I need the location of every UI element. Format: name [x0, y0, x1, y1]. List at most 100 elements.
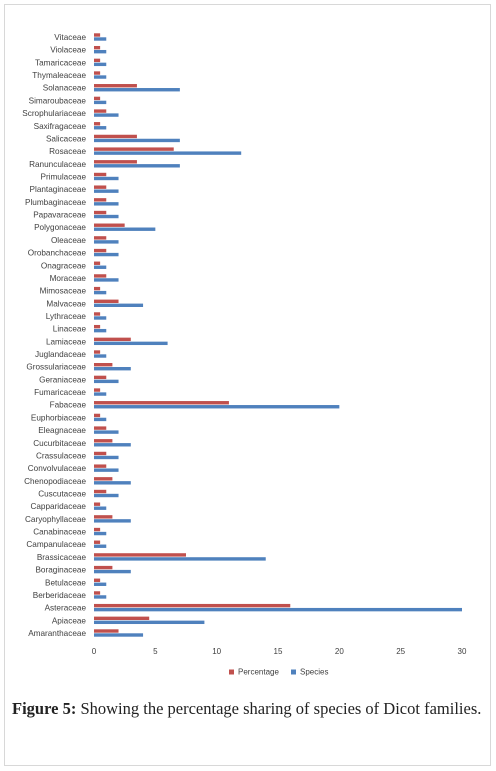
x-tick-label: 20 [335, 647, 344, 656]
bar-species [94, 417, 107, 422]
category-label: Eleagnaceae [38, 426, 86, 435]
category-label: Lamiaceae [46, 337, 87, 346]
bar-species [94, 595, 107, 599]
bar-species [94, 252, 119, 257]
bar-percentage [94, 451, 107, 456]
category-label: Fabaceae [50, 401, 87, 410]
bar-percentage [94, 45, 101, 50]
bar-percentage [94, 286, 101, 291]
bar-percentage [94, 134, 137, 139]
figure-caption-text: Showing the percentage sharing of specie… [80, 699, 482, 718]
category-label: Papavaraceae [33, 211, 86, 220]
bar-percentage [94, 33, 101, 37]
bar-percentage [94, 489, 107, 494]
bar-percentage [94, 198, 107, 202]
category-label: Amaranthaceae [28, 629, 86, 638]
bar-percentage [94, 578, 101, 582]
bar-species [94, 506, 107, 510]
bar-species [94, 303, 144, 307]
bar-percentage [94, 312, 101, 316]
legend-label: Percentage [238, 668, 279, 677]
bar-percentage [94, 172, 107, 177]
bar-species [94, 88, 180, 92]
bar-percentage [94, 565, 113, 570]
bar-percentage [94, 388, 101, 392]
category-label: Plantaginaceae [30, 185, 87, 194]
figure-frame [4, 4, 491, 766]
bar-percentage [94, 629, 119, 633]
bar-species [94, 430, 119, 434]
bar-percentage [94, 401, 229, 405]
category-label: Linaceae [53, 325, 87, 334]
bar-percentage [94, 540, 101, 544]
category-label: Polygonaceae [34, 223, 86, 232]
category-label: Euphorbiaceae [31, 413, 87, 422]
bar-percentage [94, 439, 113, 443]
category-label: Primulaceae [40, 172, 86, 181]
bar-percentage [94, 413, 101, 418]
bar-percentage [94, 210, 107, 215]
bar-species [94, 405, 340, 409]
category-label: Scrophulariaceae [22, 109, 86, 118]
bar-species [94, 531, 107, 536]
bar-species [94, 151, 242, 155]
bar-percentage [94, 527, 101, 532]
category-label: Thymaleaceae [32, 71, 86, 80]
category-label: Canabinaceae [33, 528, 86, 537]
bar-species [94, 316, 107, 320]
category-label: Betulaceae [45, 578, 86, 587]
figure-label: Figure 5: [12, 699, 77, 718]
bar-species [94, 75, 107, 79]
bar-percentage [94, 147, 174, 151]
category-label: Cucurbitaceae [33, 439, 86, 448]
bar-percentage [94, 71, 101, 75]
bar-species [94, 481, 131, 485]
category-label: Brassicaceae [37, 553, 87, 562]
category-label: Violaceae [50, 46, 86, 55]
category-label: Asteraceae [45, 604, 87, 613]
category-label: Ranunculaceae [29, 160, 86, 169]
bar-percentage [94, 350, 101, 354]
bar-species [94, 557, 266, 561]
category-label: Apiaceae [52, 616, 87, 625]
category-label: Saxifragaceae [34, 122, 87, 131]
bar-percentage [94, 616, 150, 621]
bar-species [94, 138, 180, 143]
x-tick-label: 10 [212, 647, 221, 656]
x-tick-label: 25 [396, 647, 405, 656]
bar-species [94, 290, 107, 295]
category-label: Simaroubaceae [29, 96, 87, 105]
x-tick-label: 30 [458, 647, 467, 656]
bar-percentage [94, 337, 131, 342]
bar-percentage [94, 96, 101, 101]
category-label: Tamaricaceae [35, 58, 86, 67]
category-label: Plumbaginaceae [25, 198, 86, 207]
category-label: Mimosaceae [40, 287, 87, 296]
figure-caption: Figure 5: Showing the percentage sharing… [12, 697, 484, 720]
category-label: Moraceae [50, 274, 87, 283]
category-label: Cuscutaceae [38, 490, 86, 499]
category-label: Boraginaceae [35, 566, 86, 575]
bar-species [94, 113, 119, 117]
bar-percentage [94, 109, 107, 113]
bar-species [94, 493, 119, 498]
bar-percentage [94, 477, 113, 481]
bar-percentage [94, 248, 107, 253]
bar-percentage [94, 84, 137, 88]
bar-percentage [94, 261, 101, 265]
bar-species [94, 202, 119, 206]
legend-swatch [229, 669, 234, 675]
bar-species [94, 455, 119, 460]
bar-species [94, 227, 156, 231]
legend-label: Species [300, 668, 328, 677]
bar-percentage [94, 299, 119, 303]
bar-species [94, 620, 205, 625]
bar-species [94, 468, 119, 472]
bar-percentage [94, 363, 113, 367]
bar-percentage [94, 515, 113, 519]
bar-percentage [94, 502, 101, 506]
bar-species [94, 392, 107, 396]
bar-percentage [94, 426, 107, 430]
bar-species [94, 354, 107, 358]
category-label: Oleaceae [51, 236, 86, 245]
